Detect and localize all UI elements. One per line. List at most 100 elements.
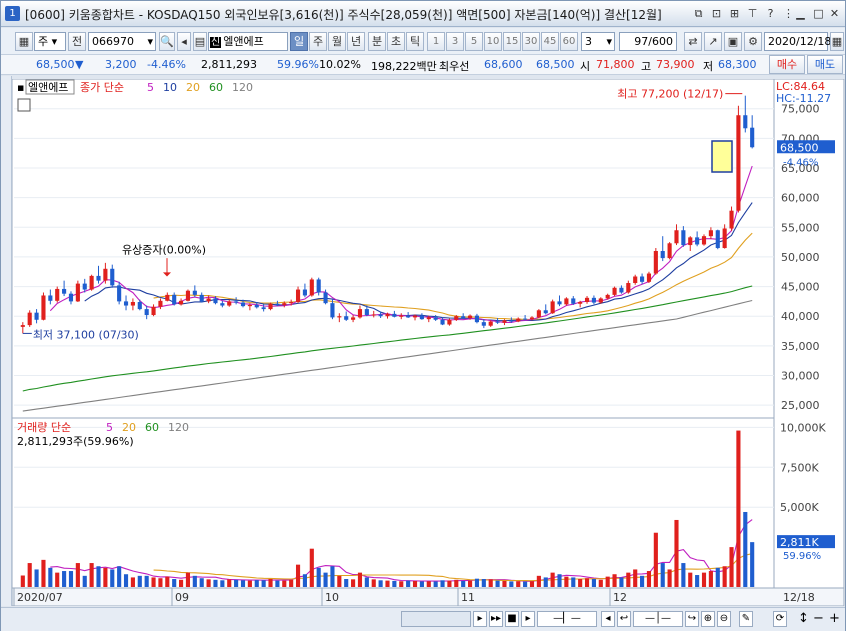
- volume-bar: [619, 577, 624, 587]
- tab-year[interactable]: 년: [347, 32, 365, 51]
- volume-bar: [165, 576, 170, 587]
- volume-bar: [213, 579, 218, 587]
- chart-settings-icon[interactable]: ▦: [15, 32, 33, 51]
- tab-minute[interactable]: 분: [368, 32, 386, 51]
- prev-button[interactable]: 전: [68, 32, 86, 51]
- minus-icon[interactable]: −: [813, 611, 824, 626]
- fast-forward-icon[interactable]: ▸▸: [489, 611, 503, 627]
- candle-body: [158, 300, 163, 307]
- sell-button[interactable]: 매도: [807, 55, 843, 74]
- interval-5[interactable]: 5: [465, 32, 483, 51]
- price-tick-label: 35,000: [781, 340, 820, 353]
- data-count-field[interactable]: 97/600: [619, 32, 677, 51]
- scroll-track[interactable]: [401, 611, 471, 627]
- help-icon[interactable]: ?: [767, 7, 774, 20]
- volume-bar: [117, 566, 122, 587]
- interval-10[interactable]: 10: [484, 32, 502, 51]
- volume-bar: [578, 579, 583, 587]
- list-icon[interactable]: ▤: [193, 32, 207, 51]
- candle-body: [516, 318, 521, 322]
- volume-bar: [667, 569, 672, 587]
- interval-15[interactable]: 15: [503, 32, 521, 51]
- bid-price: 68,500: [536, 58, 575, 71]
- play-icon[interactable]: ▸: [473, 611, 487, 627]
- candle-body: [20, 325, 25, 327]
- calendar-icon[interactable]: ▦: [830, 32, 844, 51]
- tab-week[interactable]: 주: [309, 32, 327, 51]
- reset-zoom-icon[interactable]: ↕: [798, 611, 809, 626]
- price-tick-label: 50,000: [781, 251, 820, 264]
- stock-code-input[interactable]: 066970 ▾: [88, 32, 156, 51]
- refresh-icon[interactable]: ⟳: [773, 611, 787, 627]
- interval-1[interactable]: 1: [427, 32, 445, 51]
- plus-icon[interactable]: +: [829, 611, 840, 626]
- gear-icon[interactable]: ⚙: [744, 32, 762, 51]
- grid-icon[interactable]: ⊞: [729, 7, 740, 20]
- range-slider[interactable]: —│—: [633, 611, 683, 627]
- zoom-slider[interactable]: —▏—: [537, 611, 597, 627]
- price-tick-label: 75,000: [781, 103, 820, 116]
- maximize-icon[interactable]: □: [813, 7, 824, 20]
- zoom-in-icon[interactable]: ⊕: [701, 611, 715, 627]
- save-icon[interactable]: ▣: [724, 32, 742, 51]
- volume-bar: [722, 566, 727, 587]
- tab-month[interactable]: 월: [328, 32, 346, 51]
- period-type-select[interactable]: 주 ▾: [34, 32, 66, 51]
- interval-select[interactable]: 3 ▾: [581, 32, 615, 51]
- window-index-badge[interactable]: 1: [5, 6, 20, 21]
- sound-icon[interactable]: ◂: [177, 32, 191, 51]
- tool-icon[interactable]: ✎: [739, 611, 753, 627]
- draw-icon[interactable]: ↗: [704, 32, 722, 51]
- pin-icon[interactable]: ⊤: [747, 7, 758, 20]
- candle-body: [103, 268, 108, 281]
- interval-3[interactable]: 3: [446, 32, 464, 51]
- ma-legend-5: 5: [147, 81, 154, 94]
- tab-second[interactable]: 초: [387, 32, 405, 51]
- stop-icon[interactable]: ■: [505, 611, 519, 627]
- best-quote-label: 최우선: [439, 60, 470, 73]
- candle-body: [695, 237, 700, 245]
- layout-icon[interactable]: ⊡: [711, 7, 722, 20]
- candle-body: [165, 294, 170, 301]
- candle-body: [406, 315, 411, 318]
- volume-bar: [481, 579, 486, 587]
- left-tool-strip[interactable]: [1, 76, 12, 606]
- candle-body: [426, 317, 431, 320]
- stock-name-field[interactable]: 신 엘앤에프: [208, 32, 288, 51]
- zoom-out-icon[interactable]: ⊖: [717, 611, 731, 627]
- interval-45[interactable]: 45: [541, 32, 559, 51]
- close-icon[interactable]: ✕: [829, 7, 840, 20]
- interval-60[interactable]: 60: [560, 32, 578, 51]
- volume-bar: [20, 575, 25, 587]
- link-icon[interactable]: ⧉: [694, 7, 703, 20]
- credit-badge: 신: [210, 37, 222, 48]
- forward-icon[interactable]: ↪: [685, 611, 699, 627]
- open-price: 71,800: [596, 58, 635, 71]
- volume-bar: [378, 580, 383, 587]
- candle-body: [309, 279, 314, 296]
- search-icon[interactable]: 🔍: [159, 32, 175, 51]
- volume-bar: [151, 577, 156, 587]
- grid-lines: [11, 78, 845, 607]
- back-icon[interactable]: ↩: [617, 611, 631, 627]
- volume-bar: [605, 576, 610, 587]
- menu-icon[interactable]: ⋮: [783, 7, 794, 20]
- compare-icon[interactable]: ⇄: [684, 32, 702, 51]
- candle-body: [543, 310, 548, 314]
- date-input[interactable]: 2020/12/18: [764, 32, 831, 51]
- tab-tick[interactable]: 틱: [406, 32, 424, 51]
- volume-bar: [412, 580, 418, 587]
- chart-area[interactable]: 75,000 70,000 65,000 60,000 55,000 50,000 45,0…: [11, 78, 845, 607]
- price-tick-label: 45,000: [781, 281, 820, 294]
- interval-30[interactable]: 30: [522, 32, 540, 51]
- prev-page-icon[interactable]: ◂: [601, 611, 615, 627]
- next-icon[interactable]: ▸: [521, 611, 535, 627]
- vol-ma-legend-5: 5: [106, 421, 113, 434]
- minimize-icon[interactable]: ▁: [796, 7, 805, 20]
- buy-button[interactable]: 매수: [769, 55, 805, 74]
- low-price: 68,300: [718, 58, 757, 71]
- candle-body: [275, 303, 280, 305]
- tab-day[interactable]: 일: [290, 32, 308, 51]
- candle-body: [743, 115, 748, 129]
